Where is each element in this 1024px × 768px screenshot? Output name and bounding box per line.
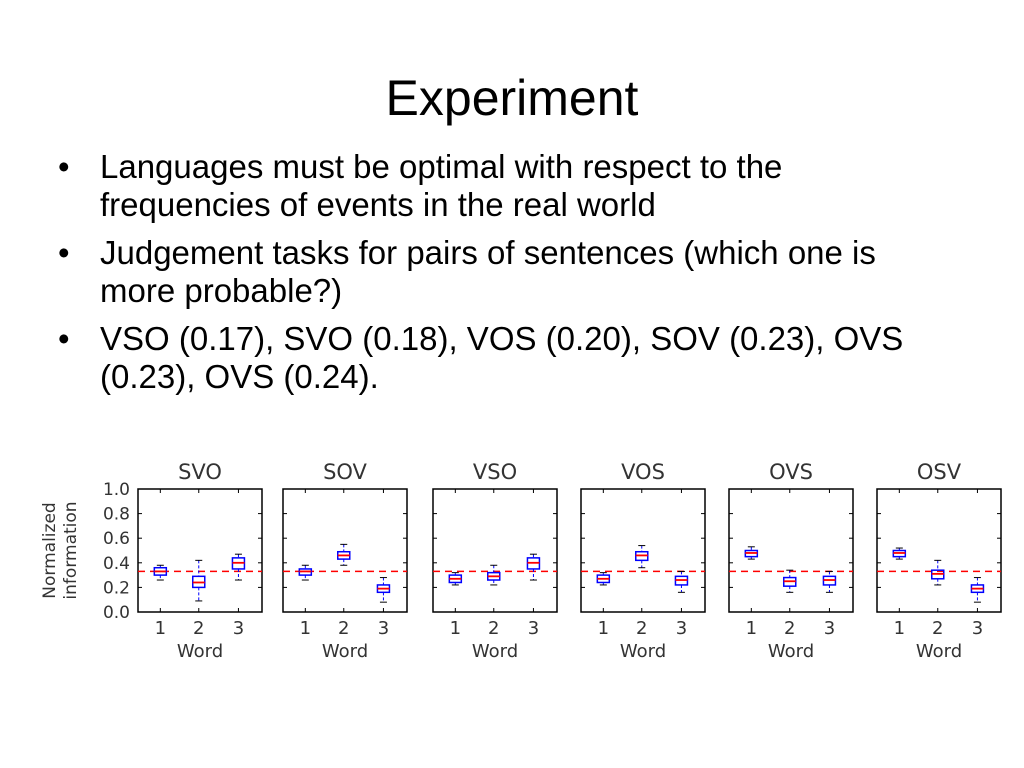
x-axis-label: Word: [620, 641, 666, 662]
y-tick-label: 0.0: [103, 603, 130, 623]
box-plot-chart: Normalized information 0.0 0.2 0.4 0.6 0.8 1.0 S…: [40, 460, 1002, 662]
y-tick-label: 0.2: [103, 578, 130, 598]
x-tick-label: 3: [824, 618, 835, 639]
x-tick-label: 2: [784, 618, 795, 639]
bullet-item: • Judgement tasks for pairs of sentences…: [58, 234, 958, 310]
bullet-list: • Languages must be optimal with respect…: [58, 148, 958, 406]
box-plot-figure: Normalized information 0.0 0.2 0.4 0.6 0.8 1.0 S…: [0, 440, 1024, 680]
bullet-text: Judgement tasks for pairs of sentences (…: [100, 234, 876, 309]
x-tick-label: 2: [193, 618, 204, 639]
y-tick-label: 1.0: [103, 480, 130, 500]
panel-title: VSO: [473, 460, 517, 484]
bullet-icon: •: [58, 320, 70, 357]
panel-title: VOS: [621, 460, 665, 484]
panel-title: SOV: [323, 460, 367, 484]
panel-frame: [137, 488, 263, 613]
panel-frame: [282, 488, 408, 613]
bullet-item: • Languages must be optimal with respect…: [58, 148, 958, 224]
bullet-text: Languages must be optimal with respect t…: [100, 148, 783, 223]
y-axis-label: Normalized: [40, 502, 60, 598]
bullet-item: • VSO (0.17), SVO (0.18), VOS (0.20), SO…: [58, 320, 958, 396]
x-tick-label: 2: [636, 618, 647, 639]
y-axis-label: information: [61, 501, 81, 599]
panel-title: OSV: [917, 460, 962, 484]
x-tick-label: 3: [528, 618, 539, 639]
panel-frame: [580, 488, 706, 613]
y-tick-label: 0.8: [103, 505, 130, 525]
x-axis-label: Word: [916, 641, 962, 662]
slide-title: Experiment: [385, 70, 639, 126]
x-axis-label: Word: [177, 641, 223, 662]
x-tick-label: 3: [233, 618, 244, 639]
panel-title: SVO: [178, 460, 222, 484]
panel-title: OVS: [769, 460, 813, 484]
x-tick-label: 3: [378, 618, 389, 639]
y-tick-label: 0.6: [103, 529, 130, 549]
bullet-icon: •: [58, 148, 70, 185]
x-tick-label: 2: [488, 618, 499, 639]
y-tick-label: 0.4: [103, 554, 130, 574]
panel-frame: [728, 488, 854, 613]
panel-frame: [876, 488, 1002, 613]
bullet-text: VSO (0.17), SVO (0.18), VOS (0.20), SOV …: [100, 320, 904, 395]
x-axis-label: Word: [322, 641, 368, 662]
x-tick-label: 2: [932, 618, 943, 639]
bullet-icon: •: [58, 234, 70, 271]
x-axis-label: Word: [472, 641, 518, 662]
x-tick-label: 1: [450, 618, 461, 639]
x-tick-label: 3: [676, 618, 687, 639]
x-tick-label: 3: [972, 618, 983, 639]
x-tick-label: 1: [598, 618, 609, 639]
panel-frame: [432, 488, 558, 613]
x-tick-label: 1: [894, 618, 905, 639]
x-axis-label: Word: [768, 641, 814, 662]
x-tick-label: 2: [338, 618, 349, 639]
x-tick-label: 1: [155, 618, 166, 639]
x-tick-label: 1: [300, 618, 311, 639]
x-tick-label: 1: [746, 618, 757, 639]
